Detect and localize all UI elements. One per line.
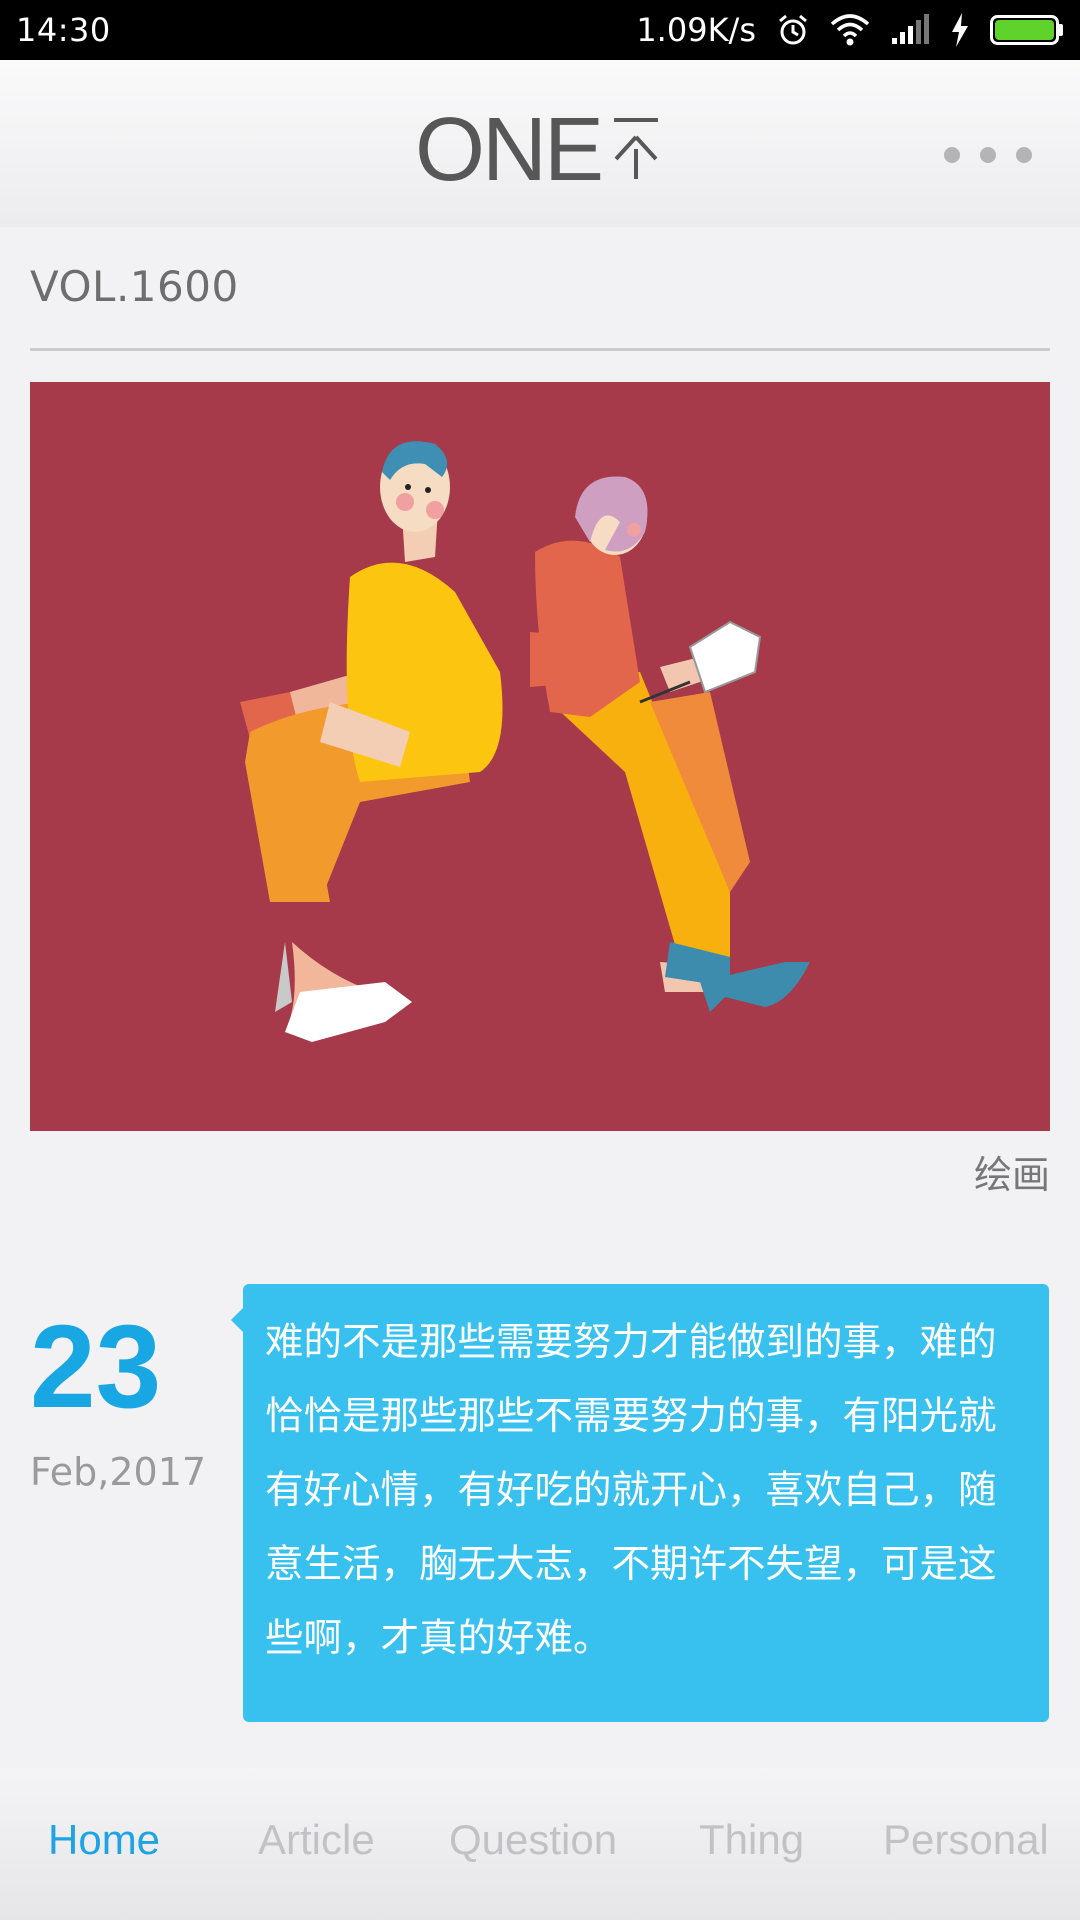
dot — [1016, 147, 1032, 163]
bottom-tab-bar: Home Article Question Thing Personal — [0, 1768, 1080, 1920]
wifi-icon — [830, 14, 870, 46]
quote-card[interactable]: 难的不是那些需要努力才能做到的事，难的恰恰是那些那些不需要努力的事，有阳光就有好… — [231, 1284, 1049, 1722]
divider — [30, 348, 1050, 351]
tab-home[interactable]: Home — [48, 1816, 161, 1863]
quote-text: 难的不是那些需要努力才能做到的事，难的恰恰是那些那些不需要努力的事，有阳光就有好… — [265, 1320, 997, 1661]
app-header: ONE — [0, 60, 1080, 227]
date-month-year: Feb,2017 — [30, 1450, 207, 1494]
volume-number: VOL.1600 — [30, 262, 239, 311]
tab-personal[interactable]: Personal — [883, 1816, 1049, 1863]
status-bar: 14:30 1.09K/s — [0, 0, 1080, 60]
logo-text: ONE — [415, 100, 604, 200]
charging-icon — [950, 13, 970, 47]
battery-icon — [990, 13, 1064, 47]
tab-article[interactable]: Article — [258, 1816, 375, 1863]
logo-mark-icon — [611, 115, 661, 185]
network-speed: 1.09K/s — [636, 11, 756, 49]
image-caption: 绘画 — [973, 1153, 1050, 1197]
dot — [944, 147, 960, 163]
illustration-image[interactable] — [30, 382, 1050, 1131]
more-dots-icon[interactable] — [944, 130, 1032, 180]
status-icons: 1.09K/s — [636, 11, 1064, 49]
alarm-icon — [776, 13, 810, 47]
dot — [980, 147, 996, 163]
status-time: 14:30 — [16, 11, 111, 49]
app-logo: ONE — [415, 105, 661, 195]
signal-icon — [890, 14, 930, 46]
tab-question[interactable]: Question — [449, 1816, 618, 1863]
tab-thing[interactable]: Thing — [699, 1816, 805, 1863]
date-day: 23 — [30, 1301, 162, 1433]
